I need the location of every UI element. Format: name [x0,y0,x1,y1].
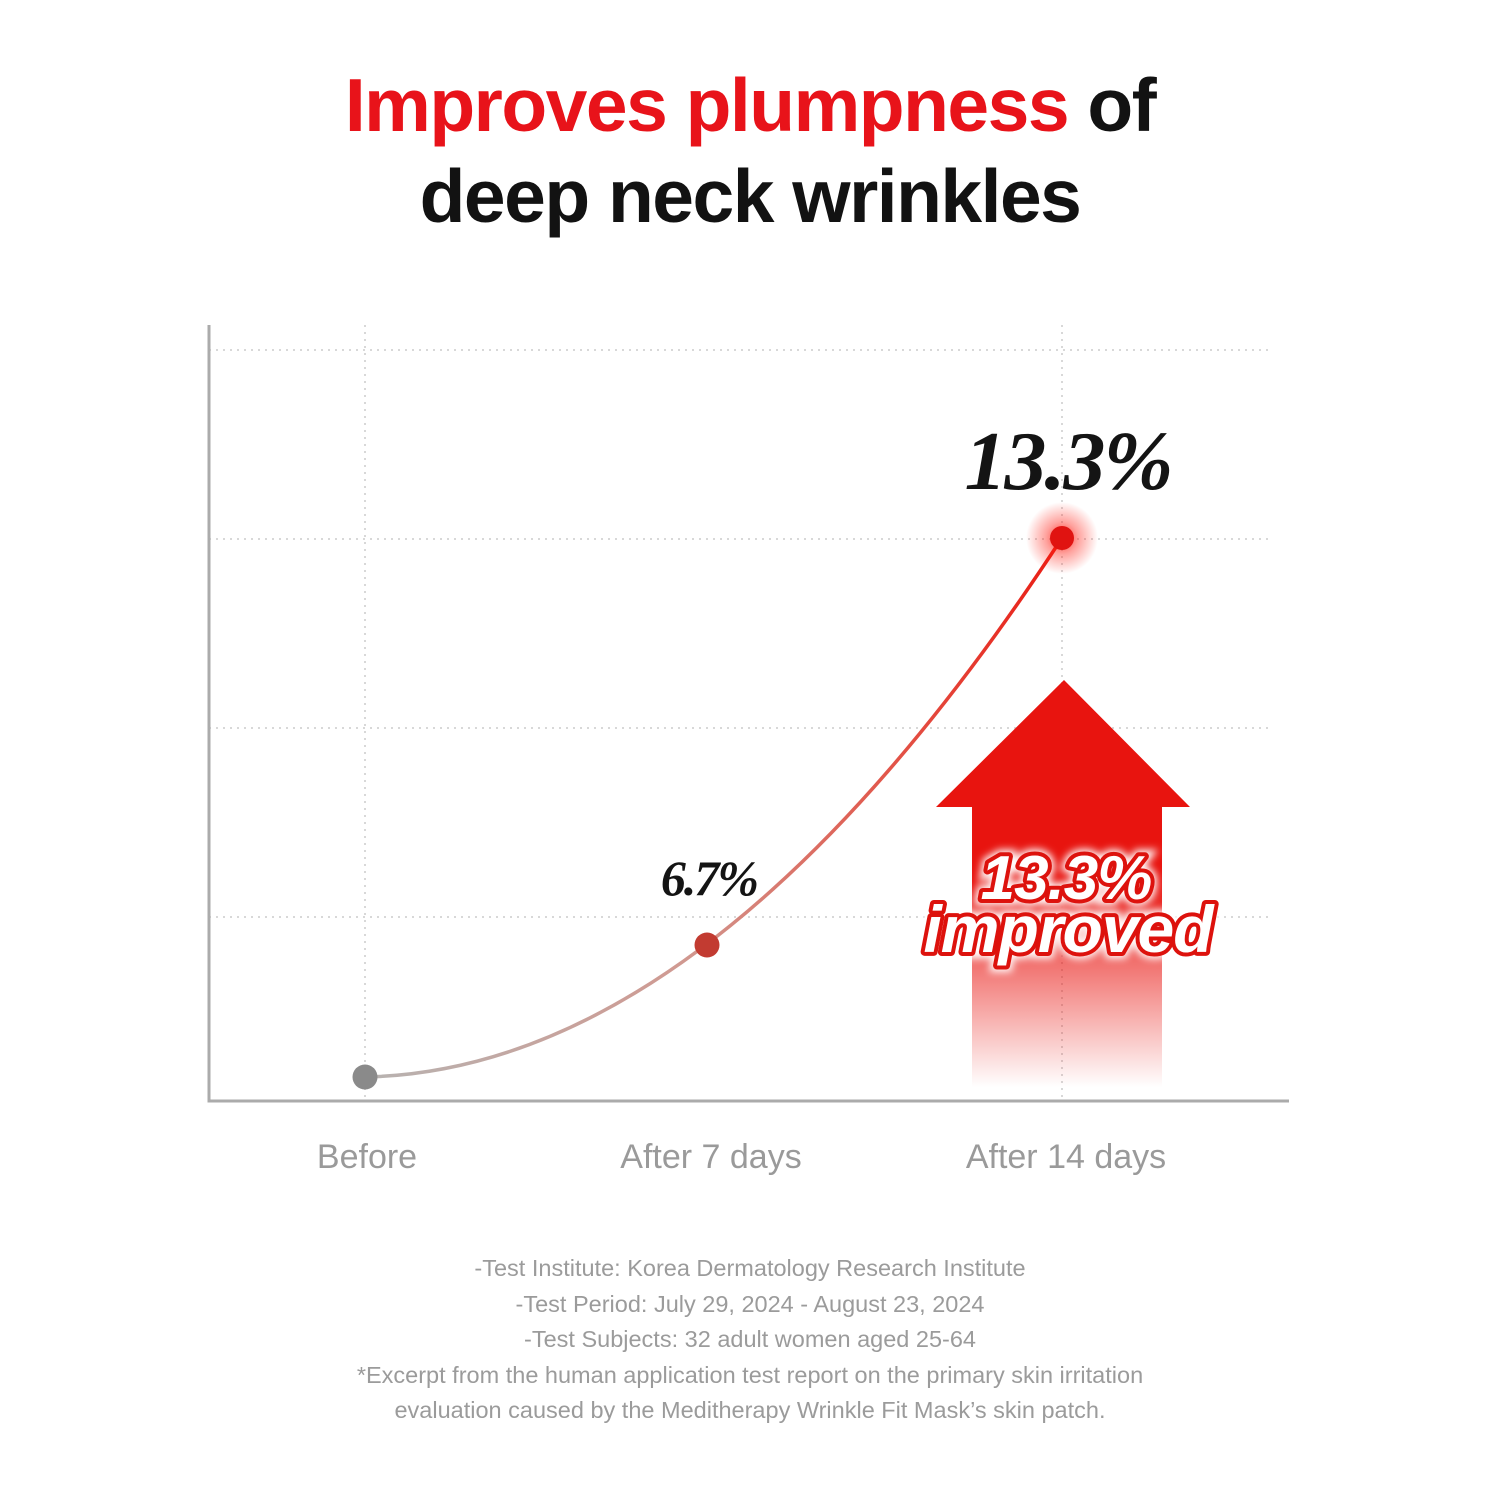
title-rest: of [1068,63,1156,147]
page-title: Improves plumpness of deep neck wrinkles [0,60,1500,242]
x-label-after-14-days: After 14 days [966,1138,1166,1176]
footnote-excerpt-line-1: *Excerpt from the human application test… [356,1361,1144,1388]
x-axis-labels: Before After 7 days After 14 days [317,1138,1166,1176]
x-label-before: Before [317,1138,417,1176]
arrow-improved-halo: improved [923,892,1215,966]
arrow-annotation: 13.3% 13.3% improved improved [917,838,1223,973]
data-point-before [352,1064,378,1090]
footnote-test-subjects: -Test Subjects: 32 adult women aged 25-6… [524,1326,976,1352]
x-label-after-7-days: After 7 days [620,1138,801,1176]
arrow-improved-label: improved [923,892,1215,966]
footnote-test-period: -Test Period: July 29, 2024 - August 23,… [515,1290,985,1317]
arrow-value-halo: 13.3% [981,844,1152,913]
title-line-2: deep neck wrinkles [419,154,1082,238]
trend-curve [363,536,1064,1079]
chart-axes [207,325,1289,1103]
arrow-value-label: 13.3% [981,844,1152,913]
data-point-after-14-days [1050,526,1074,550]
improvement-arrow [936,680,1190,1098]
data-point-after-7-days [694,932,720,958]
value-label-after-14-days: 13.3% [965,415,1172,508]
footnote-test-institute: -Test Institute: Korea Dermatology Resea… [474,1255,1026,1281]
footnotes: -Test Institute: Korea Dermatology Resea… [0,1251,1500,1429]
footnote-excerpt-line-2: evaluation caused by the Meditherapy Wri… [394,1397,1106,1423]
value-label-after-7-days: 6.7% [661,850,758,906]
title-highlight: Improves plumpness [344,63,1070,147]
title-line-1: Improves plumpness of [0,60,1500,151]
